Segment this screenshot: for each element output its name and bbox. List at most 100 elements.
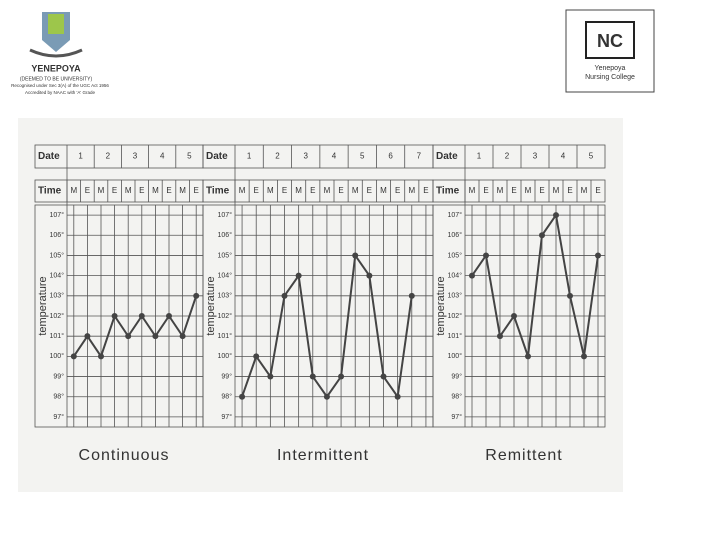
x-tick-label: M	[553, 186, 560, 195]
date: 4	[561, 152, 566, 161]
scan-background	[18, 118, 623, 492]
x-tick-label: E	[139, 186, 144, 195]
point	[553, 212, 559, 219]
chart-title: Intermittent	[277, 447, 369, 464]
logo-line: Recognised under Sec 3(A) of the UGC Act…	[11, 83, 109, 88]
y-axis-label: temperature	[205, 276, 217, 335]
time-label: Time	[38, 186, 62, 197]
date: 2	[505, 152, 510, 161]
y-tick-label: 100°	[218, 352, 233, 360]
date: 6	[388, 152, 393, 161]
point	[539, 232, 545, 239]
point	[338, 373, 345, 380]
y-tick-label: 106°	[50, 231, 65, 239]
x-tick-label: E	[395, 186, 400, 195]
point	[323, 393, 330, 400]
x-tick-label: M	[352, 186, 359, 195]
x-tick-label: E	[511, 186, 516, 195]
y-tick-label: 101°	[218, 332, 233, 340]
point	[581, 353, 587, 360]
y-tick-label: 105°	[448, 251, 463, 259]
y-tick-label: 99°	[451, 372, 462, 380]
x-tick-label: E	[367, 186, 372, 195]
date-label: Date	[206, 151, 228, 162]
y-tick-label: 107°	[448, 211, 463, 219]
time-label: Time	[436, 186, 460, 197]
x-tick-label: M	[239, 186, 246, 195]
point	[111, 313, 118, 319]
x-tick-label: E	[567, 186, 572, 195]
x-tick-label: M	[152, 186, 159, 195]
x-tick-label: M	[324, 186, 331, 195]
point	[469, 272, 475, 279]
logo-glyph: NC	[597, 31, 623, 51]
point	[253, 353, 260, 360]
x-tick-label: M	[581, 186, 588, 195]
point	[394, 393, 401, 400]
x-tick-label: M	[525, 186, 532, 195]
x-tick-label: E	[310, 186, 315, 195]
date: 5	[360, 152, 365, 161]
time-label: Time	[206, 186, 230, 197]
point	[408, 292, 415, 299]
y-tick-label: 101°	[50, 332, 65, 340]
point	[309, 373, 316, 380]
date: 1	[477, 152, 482, 161]
logo-name: YENEPOYA	[31, 63, 81, 73]
y-axis-label: temperature	[435, 276, 447, 335]
point	[125, 333, 132, 340]
date: 2	[106, 152, 111, 161]
x-tick-label: M	[380, 186, 387, 195]
point	[366, 272, 373, 279]
point	[281, 292, 288, 299]
point	[567, 292, 573, 299]
x-tick-label: M	[70, 186, 77, 195]
panel-frame	[432, 144, 606, 169]
point	[166, 313, 172, 319]
date: 3	[133, 152, 138, 161]
date: 5	[589, 152, 594, 161]
series-line	[72, 295, 198, 359]
point	[525, 353, 531, 360]
y-tick-label: 97°	[451, 413, 462, 421]
x-tick-label: E	[282, 186, 287, 195]
y-tick-label: 103°	[218, 292, 233, 300]
date: 2	[275, 152, 280, 161]
date: 3	[533, 152, 538, 161]
date: 4	[332, 152, 337, 161]
point	[267, 373, 274, 380]
logo-ribbon	[29, 48, 83, 58]
y-tick-label: 107°	[218, 211, 233, 219]
y-tick-label: 98°	[53, 393, 64, 401]
y-axis-label: temperature	[37, 276, 49, 335]
y-tick-label: 102°	[218, 312, 233, 320]
left-logo: YENEPOYA (DEEMED TO BE UNIVERSITY) Recog…	[11, 12, 109, 95]
point	[84, 333, 91, 340]
x-tick-label: E	[85, 186, 90, 195]
x-tick-label: M	[125, 186, 132, 195]
y-tick-label: 104°	[218, 271, 233, 279]
y-tick-label: 97°	[53, 413, 64, 421]
chart-title: Remittent	[485, 447, 562, 464]
x-tick-label: M	[408, 186, 415, 195]
panel-frame	[432, 179, 606, 203]
x-tick-label: E	[539, 186, 544, 195]
point	[483, 252, 489, 259]
logo-line: Accredited by NAAC with 'A' Grade	[25, 90, 95, 95]
point	[152, 333, 159, 340]
y-tick-label: 103°	[448, 292, 463, 300]
x-tick-label: E	[112, 186, 117, 195]
point	[70, 353, 77, 360]
date-label: Date	[436, 151, 458, 162]
logo-book	[48, 14, 64, 34]
x-tick-label: E	[194, 186, 199, 195]
x-tick-label: M	[469, 186, 476, 195]
date: 5	[187, 152, 192, 161]
point	[595, 252, 601, 259]
point	[138, 313, 145, 319]
point	[295, 272, 302, 279]
point	[380, 373, 387, 380]
x-tick-label: E	[423, 186, 428, 195]
